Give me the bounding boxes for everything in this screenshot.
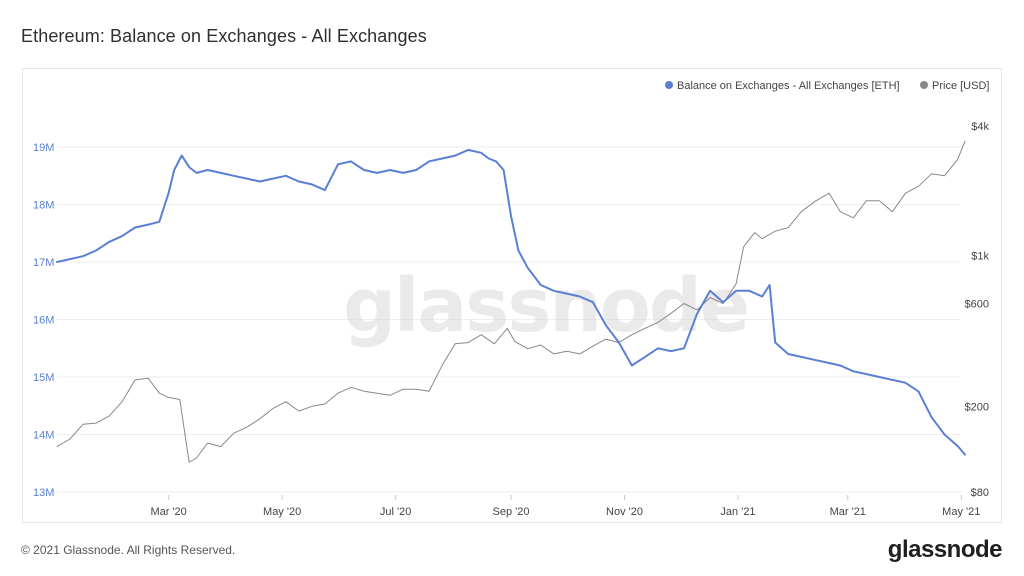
left-axis-tick-label: 13M <box>33 487 54 499</box>
series-line <box>56 148 966 456</box>
left-axis-tick-label: 19M <box>33 142 54 154</box>
left-axis-tick-label: 14M <box>33 430 54 442</box>
left-axis-tick-label: 15M <box>33 372 54 384</box>
right-axis-tick-label: $200 <box>965 401 989 413</box>
series-line <box>56 140 966 463</box>
page-title: Ethereum: Balance on Exchanges - All Exc… <box>21 26 427 46</box>
legend: Balance on Exchanges - All Exchanges [ET… <box>665 80 989 92</box>
legend-label: Balance on Exchanges - All Exchanges [ET… <box>677 80 900 92</box>
chart-svg: glassnode Mar '20 May '20 Jul '20 Sep '20 No… <box>33 80 990 518</box>
right-axis-tick-label: $80 <box>971 487 989 499</box>
left-axis-tick-label: 18M <box>33 200 54 212</box>
legend-swatch <box>920 81 928 89</box>
left-axis-tick-label: 16M <box>33 315 54 327</box>
x-axis: Mar '20 May '20 Jul '20 Sep '20 Nov '20 Jan '… <box>150 495 980 518</box>
right-axis-tick-label: $1k <box>971 251 989 263</box>
price-series <box>56 140 966 463</box>
chart-panel: glassnode Mar '20 May '20 Jul '20 Sep '20 No… <box>22 68 1002 523</box>
x-axis-tick-label: Sep '20 <box>493 506 530 518</box>
watermark-text: glassnode <box>343 263 748 349</box>
left-axis-tick-label: 17M <box>33 257 54 269</box>
right-axis-tick-label: $4k <box>971 121 989 133</box>
footer-copyright: © 2021 Glassnode. All Rights Reserved. <box>21 543 236 557</box>
x-axis-tick-label: Mar '21 <box>830 506 866 518</box>
x-axis-tick-label: May '20 <box>263 506 301 518</box>
right-axis: $80 $200 $600 $1k $4k <box>965 121 990 499</box>
left-axis: 13M 14M 15M 16M 17M 18M 19M <box>33 142 54 499</box>
x-axis-tick-label: Jan '21 <box>720 506 755 518</box>
right-axis-tick-label: $600 <box>965 298 989 310</box>
legend-label: Price [USD] <box>932 80 989 92</box>
x-axis-tick-label: Nov '20 <box>606 506 643 518</box>
legend-swatch <box>665 81 673 89</box>
x-axis-tick-label: Jul '20 <box>380 506 411 518</box>
balance-series <box>56 148 966 456</box>
x-axis-tick-label: Mar '20 <box>150 506 186 518</box>
x-axis-tick-label: May '21 <box>942 506 980 518</box>
footer-brand-logo: glassnode <box>887 536 1003 563</box>
